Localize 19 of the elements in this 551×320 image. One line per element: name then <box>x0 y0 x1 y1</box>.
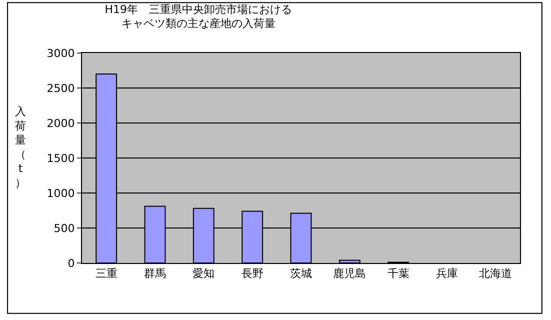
x-tick-label: 三重 <box>95 267 118 280</box>
x-tick-label: 茨城 <box>290 267 312 280</box>
x-tick-label: 愛知 <box>192 267 215 280</box>
x-tick-label: 千葉 <box>387 267 410 280</box>
chart-title: H19年 三重県中央卸売市場における <box>104 2 292 16</box>
x-tick-label: 鹿児島 <box>333 267 366 280</box>
x-tick-label: 兵庫 <box>436 267 458 280</box>
y-tick-label: 1500 <box>46 152 75 165</box>
y-axis-title: 入荷量（t） <box>15 105 26 190</box>
y-tick-label: 1000 <box>46 186 75 200</box>
chart-subtitle: キャベツ類の主な産地の入荷量 <box>121 17 276 30</box>
y-tick-label: 0 <box>68 256 75 270</box>
y-tick-label: 2000 <box>46 116 75 130</box>
y-tick-label: 3000 <box>46 46 75 60</box>
x-tick-label: 北海道 <box>479 267 512 280</box>
y-tick-label: 500 <box>54 222 75 235</box>
x-tick-label: 群馬 <box>144 267 166 280</box>
y-tick-label: 2500 <box>46 82 75 95</box>
x-tick-label: 長野 <box>241 267 264 280</box>
